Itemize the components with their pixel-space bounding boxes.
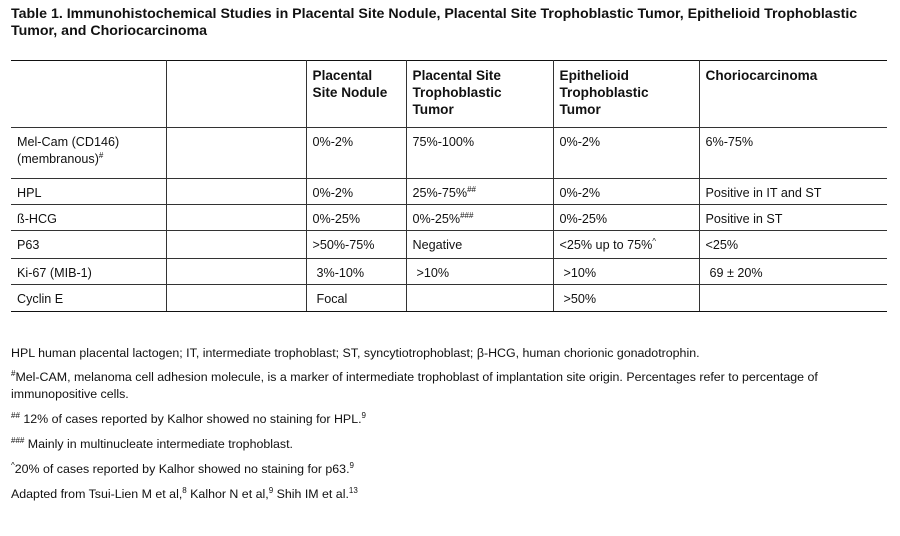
- empty-cell: [166, 179, 306, 205]
- psn-cell: 3%-10%: [306, 259, 406, 285]
- footnotes: HPL human placental lactogen; IT, interm…: [11, 345, 891, 511]
- psn-cell: 0%-2%: [306, 128, 406, 179]
- psn-cell: >50%-75%: [306, 231, 406, 259]
- footnote-hash: #Mel-CAM, melanoma cell adhesion molecul…: [11, 369, 891, 403]
- marker-cell: P63: [11, 231, 166, 259]
- ett-cell: >10%: [553, 259, 699, 285]
- ett-cell: 0%-2%: [553, 179, 699, 205]
- header-placental-site-nodule: Placental Site Nodule: [306, 61, 406, 128]
- pstt-cell: Negative: [406, 231, 553, 259]
- marker-cell: Cyclin E: [11, 285, 166, 312]
- table-row: Ki-67 (MIB-1) 3%-10% >10% >10% 69 ± 20%: [11, 259, 887, 285]
- marker-cell: HPL: [11, 179, 166, 205]
- ihc-table: Placental Site Nodule Placental Site Tro…: [11, 60, 887, 312]
- table-row: HPL 0%-2% 25%-75%## 0%-2% Positive in IT…: [11, 179, 887, 205]
- empty-cell: [166, 259, 306, 285]
- cc-cell: 69 ± 20%: [699, 259, 887, 285]
- table-title: Table 1. Immunohistochemical Studies in …: [11, 6, 891, 40]
- table-row: ß-HCG 0%-25% 0%-25%### 0%-25% Positive i…: [11, 205, 887, 231]
- table-row: Mel-Cam (CD146) (membranous)# 0%-2% 75%-…: [11, 128, 887, 179]
- empty-cell: [166, 285, 306, 312]
- empty-cell: [166, 205, 306, 231]
- cc-cell: 6%-75%: [699, 128, 887, 179]
- footnote-triple-hash: ### Mainly in multinucleate intermediate…: [11, 436, 891, 453]
- adapted-from-note: Adapted from Tsui-Lien M et al,8 Kalhor …: [11, 486, 891, 503]
- ett-cell: <25% up to 75%^: [553, 231, 699, 259]
- pstt-cell: 25%-75%##: [406, 179, 553, 205]
- marker-cell: Mel-Cam (CD146) (membranous)#: [11, 128, 166, 179]
- marker-cell: ß-HCG: [11, 205, 166, 231]
- cc-cell: [699, 285, 887, 312]
- header-ett: Epithelioid Trophoblastic Tumor: [553, 61, 699, 128]
- empty-cell: [166, 128, 306, 179]
- header-pstt: Placental Site Trophoblastic Tumor: [406, 61, 553, 128]
- header-cell: [11, 61, 166, 128]
- footnote-caret: ^20% of cases reported by Kalhor showed …: [11, 461, 891, 478]
- ett-cell: >50%: [553, 285, 699, 312]
- pstt-cell: 0%-25%###: [406, 205, 553, 231]
- cc-cell: <25%: [699, 231, 887, 259]
- pstt-cell: 75%-100%: [406, 128, 553, 179]
- psn-cell: Focal: [306, 285, 406, 312]
- header-cell: [166, 61, 306, 128]
- marker-cell: Ki-67 (MIB-1): [11, 259, 166, 285]
- ett-cell: 0%-2%: [553, 128, 699, 179]
- table-row: Cyclin E Focal >50%: [11, 285, 887, 312]
- abbreviation-note: HPL human placental lactogen; IT, interm…: [11, 345, 891, 362]
- cc-cell: Positive in IT and ST: [699, 179, 887, 205]
- empty-cell: [166, 231, 306, 259]
- pstt-cell: >10%: [406, 259, 553, 285]
- cc-cell: Positive in ST: [699, 205, 887, 231]
- header-choriocarcinoma: Choriocarcinoma: [699, 61, 887, 128]
- footnote-double-hash: ## 12% of cases reported by Kalhor showe…: [11, 411, 891, 428]
- pstt-cell: [406, 285, 553, 312]
- ett-cell: 0%-25%: [553, 205, 699, 231]
- table-row: P63 >50%-75% Negative <25% up to 75%^ <2…: [11, 231, 887, 259]
- table-header-row: Placental Site Nodule Placental Site Tro…: [11, 61, 887, 128]
- psn-cell: 0%-25%: [306, 205, 406, 231]
- psn-cell: 0%-2%: [306, 179, 406, 205]
